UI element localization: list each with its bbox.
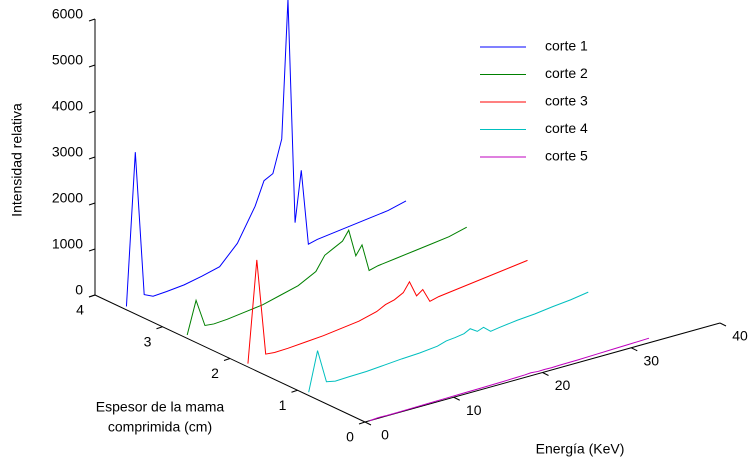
z-tick-label: 1000 xyxy=(52,236,83,252)
y-tick xyxy=(291,389,298,393)
x-tick xyxy=(453,396,460,401)
z-tick xyxy=(88,202,96,206)
legend-label: corte 5 xyxy=(545,148,588,164)
z-tick xyxy=(88,64,96,68)
x-tick xyxy=(719,322,727,327)
x-tick xyxy=(542,372,549,376)
x-axis-label: Energía (KeV) xyxy=(536,441,625,457)
y-tick-label: 2 xyxy=(211,365,219,381)
series-line xyxy=(369,337,650,422)
x-tick xyxy=(631,347,638,352)
y-tick-label: 4 xyxy=(76,302,84,318)
z-tick xyxy=(88,294,96,298)
y-axis-label: comprimida (cm) xyxy=(108,419,212,435)
y-axis-label: Espesor de la mama xyxy=(96,399,225,415)
z-tick-label: 3000 xyxy=(52,144,83,160)
z-tick-label: 5000 xyxy=(52,52,83,68)
y-tick xyxy=(156,326,163,330)
z-tick xyxy=(88,248,96,252)
z-tick xyxy=(88,18,96,22)
x-tick-label: 10 xyxy=(466,402,482,418)
x-tick xyxy=(364,421,372,426)
series-line xyxy=(125,0,407,307)
y-tick-label: 1 xyxy=(279,397,287,413)
y-tick-label: 3 xyxy=(144,333,152,349)
y-tick xyxy=(358,421,366,425)
z-tick-label: 4000 xyxy=(52,98,83,114)
z-axis-label: Intensidad relativa xyxy=(9,103,25,217)
z-tick-label: 0 xyxy=(75,282,83,298)
legend-label: corte 1 xyxy=(545,38,588,54)
x-tick-label: 20 xyxy=(555,377,571,393)
series-line xyxy=(247,259,528,364)
y-tick xyxy=(223,358,231,361)
x-tick-label: 0 xyxy=(381,427,389,443)
x-tick-label: 40 xyxy=(732,328,748,344)
z-tick xyxy=(88,156,96,160)
legend-label: corte 4 xyxy=(545,120,588,136)
y-tick-label: 0 xyxy=(346,429,354,445)
x-tick-label: 30 xyxy=(643,352,659,368)
series-line xyxy=(186,226,467,336)
z-tick-label: 2000 xyxy=(52,190,83,206)
series-line xyxy=(308,291,589,393)
legend-label: corte 2 xyxy=(545,65,588,81)
z-tick xyxy=(88,110,96,114)
legend-label: corte 3 xyxy=(545,93,588,109)
z-tick-label: 6000 xyxy=(52,6,83,22)
